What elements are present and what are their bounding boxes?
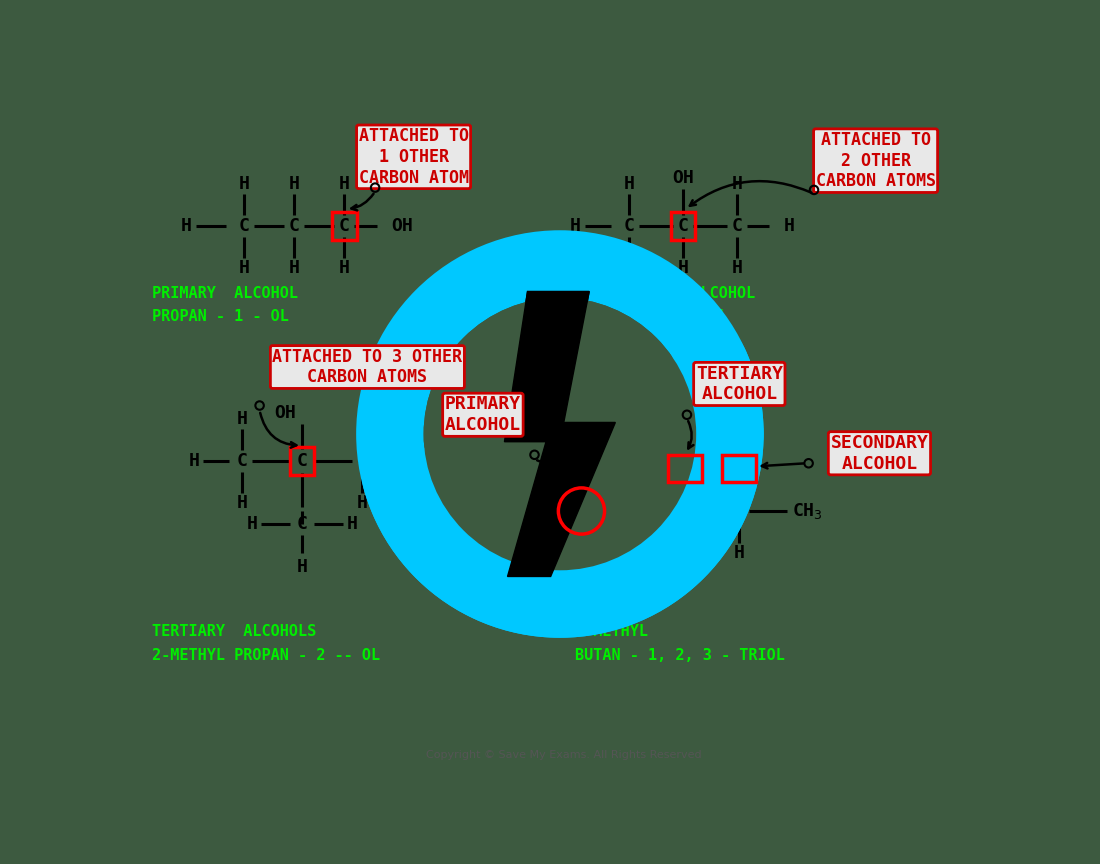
Text: OH: OH	[728, 457, 750, 475]
Bar	[669, 454, 703, 482]
Text: H: H	[339, 259, 350, 277]
Text: C: C	[680, 502, 691, 520]
Text: H: H	[239, 175, 250, 193]
Text: TERTIARY
ALCOHOL: TERTIARY ALCOHOL	[696, 365, 783, 403]
Text: H: H	[189, 452, 199, 470]
Text: CH$_3$: CH$_3$	[671, 547, 700, 567]
Text: H: H	[182, 217, 191, 235]
Text: PRIMARY  ALCOHOL: PRIMARY ALCOHOL	[152, 286, 298, 301]
Text: SECONDARY
ALCOHOL: SECONDARY ALCOHOL	[830, 434, 928, 473]
Text: BUTAN - 1, 2, 3 - TRIOL: BUTAN - 1, 2, 3 - TRIOL	[575, 647, 785, 663]
Text: ATTACHED TO
1 OTHER
CARBON ATOM: ATTACHED TO 1 OTHER CARBON ATOM	[359, 127, 469, 187]
Text: H: H	[246, 515, 257, 533]
Text: C: C	[624, 217, 635, 235]
Text: H: H	[732, 175, 742, 193]
Text: H: H	[346, 515, 358, 533]
Text: Copyright © Save My Exams. All Rights Reserved: Copyright © Save My Exams. All Rights Re…	[426, 750, 702, 760]
Text: PROPAN - 1 - OL: PROPAN - 1 - OL	[152, 308, 288, 324]
Text: C: C	[626, 502, 637, 520]
Text: C: C	[339, 217, 350, 235]
Bar	[723, 454, 757, 482]
Text: H: H	[626, 544, 637, 562]
Polygon shape	[505, 291, 615, 576]
Text: PRIMARY
ALCOHOL: PRIMARY ALCOHOL	[444, 396, 521, 434]
Circle shape	[424, 298, 696, 570]
Text: H: H	[236, 494, 248, 512]
Text: H: H	[678, 259, 689, 277]
Text: OH: OH	[672, 169, 694, 187]
Text: C: C	[734, 502, 745, 520]
Circle shape	[424, 298, 696, 570]
Text: C: C	[678, 217, 689, 235]
Text: OH: OH	[274, 404, 296, 422]
Text: H: H	[356, 410, 367, 428]
Text: H: H	[289, 259, 299, 277]
Text: SECONDARY  ALCOHOL: SECONDARY ALCOHOL	[591, 286, 755, 301]
Text: H: H	[356, 494, 367, 512]
Text: OH: OH	[674, 457, 696, 475]
Text: C: C	[297, 515, 307, 533]
Text: HO: HO	[572, 502, 594, 520]
Text: H: H	[289, 175, 299, 193]
Text: ATTACHED TO 3 OTHER
CARBON ATOMS: ATTACHED TO 3 OTHER CARBON ATOMS	[273, 347, 462, 386]
Text: H: H	[624, 175, 635, 193]
Text: H: H	[784, 217, 795, 235]
Text: C: C	[356, 452, 367, 470]
Bar	[671, 213, 695, 240]
Text: C: C	[236, 452, 248, 470]
Text: PROPAN - 2 - OL: PROPAN - 2 - OL	[591, 308, 727, 324]
Text: C: C	[239, 217, 250, 235]
Text: C: C	[732, 217, 742, 235]
Text: C: C	[289, 217, 299, 235]
Bar	[332, 213, 356, 240]
Text: H: H	[570, 217, 581, 235]
Text: 2-METHYL PROPAN - 2 -- OL: 2-METHYL PROPAN - 2 -- OL	[152, 647, 380, 663]
Polygon shape	[505, 291, 615, 576]
Text: H: H	[339, 175, 350, 193]
Bar	[289, 447, 315, 475]
Text: TERTIARY  ALCOHOLS: TERTIARY ALCOHOLS	[152, 625, 316, 639]
Text: H: H	[734, 544, 745, 562]
Text: ATTACHED TO
2 OTHER
CARBON ATOMS: ATTACHED TO 2 OTHER CARBON ATOMS	[815, 130, 936, 190]
Text: H: H	[236, 410, 248, 428]
Text: H: H	[626, 460, 637, 478]
Text: 2-METHYL: 2-METHYL	[575, 625, 648, 639]
Text: CH$_3$: CH$_3$	[792, 501, 823, 521]
Text: H: H	[624, 259, 635, 277]
Text: C: C	[297, 452, 307, 470]
Text: H: H	[239, 259, 250, 277]
Text: H: H	[405, 452, 415, 470]
Text: H: H	[732, 259, 742, 277]
Text: OH: OH	[392, 217, 412, 235]
Text: H: H	[297, 558, 307, 576]
